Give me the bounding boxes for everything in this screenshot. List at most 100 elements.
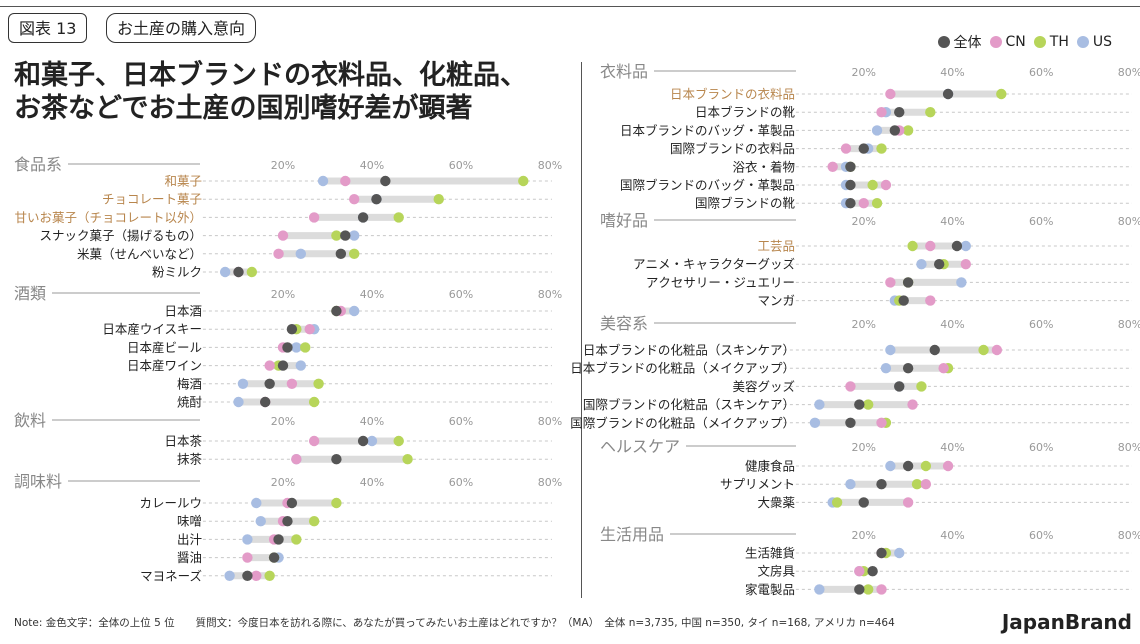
row-label: マンガ [757,293,795,308]
row-label: 焼酎 [177,395,202,410]
data-point-th [402,454,413,465]
category-header: 食品系 [14,155,62,174]
data-point-us [885,460,896,472]
data-point-us [251,497,262,509]
legend-item-us: US [1076,34,1112,50]
data-point-all [233,266,244,278]
data-point-all [854,399,865,410]
row-label: 甘いお菓子（チョコレート以外） [14,210,202,225]
axis-tick-label: 40% [940,215,964,228]
page-title-line2: お茶などでお土産の国別嗜好差が顕著 [14,93,473,124]
data-point-all [933,259,945,270]
legend-label-cn: CN [1005,34,1026,50]
axis-tick-label: 20% [271,288,295,301]
axis-tick-label: 60% [1029,529,1053,542]
data-point-th [264,570,275,581]
axis-tick-label: 80% [538,159,562,172]
legend-item-all: 全体 [937,32,982,52]
row-label: 日本ブランドの靴 [695,105,796,120]
data-point-cn [340,175,351,187]
data-point-us [219,266,231,278]
data-point-cn [938,363,949,374]
data-point-us [956,277,967,288]
data-point-cn [251,570,262,581]
data-point-us [224,570,235,581]
data-point-all [845,179,856,191]
row-label: 国際ブランドの化粧品（スキンケア） [583,397,795,412]
row-label: 米菓（せんべいなど） [77,246,202,261]
data-point-us [349,305,360,317]
data-point-us [814,584,825,595]
data-point-th [996,88,1007,100]
row-label: 日本ブランドの衣料品 [670,87,795,102]
legend-label-all: 全体 [953,35,982,51]
row-label: 工芸品 [757,239,795,254]
data-point-us [295,360,306,371]
row-label: 日本茶 [164,434,202,449]
legend-marker-us [1076,36,1089,48]
data-point-all [286,324,298,335]
data-point-cn [876,417,887,428]
legend-marker-cn [989,36,1002,48]
row-label: 醤油 [177,550,202,565]
data-point-us [871,125,883,136]
data-point-th [862,399,874,410]
data-point-th [871,198,883,209]
category-header: 衣料品 [600,62,648,81]
data-point-cn [902,497,914,508]
data-point-all [929,344,940,356]
category-header: 生活用品 [600,525,664,544]
row-label: 浴衣・着物 [732,159,795,174]
data-point-all [357,435,369,447]
data-point-all [357,212,369,223]
axis-tick-label: 60% [449,288,473,301]
data-point-all [268,552,280,563]
data-point-cn [242,552,253,563]
figure-subtitle-badge: お土産の購入意向 [106,13,257,43]
data-point-th [831,497,843,508]
category-header: 美容系 [600,314,648,333]
row-label: 日本ブランドの化粧品（メイクアップ） [570,361,795,376]
row-label: カレールウ [139,496,202,511]
data-point-us [295,248,306,259]
data-point-th [349,248,360,259]
data-point-cn [925,240,936,252]
data-point-th [518,175,529,187]
axis-tick-label: 20% [852,441,876,454]
data-point-cn [858,198,869,209]
row-label: 文房具 [757,564,795,579]
row-label: 美容グッズ [732,379,795,394]
data-point-all [845,161,856,172]
data-point-all [331,454,342,465]
data-point-th [300,342,311,353]
data-point-th [867,179,878,191]
data-point-cn [854,566,865,577]
row-label: 国際ブランドの衣料品 [670,141,795,156]
row-label: 粉ミルク [152,265,202,280]
data-point-cn [286,378,298,389]
chart-legend: 全体 CN TH US [937,32,1112,52]
data-point-all [858,497,869,508]
data-point-us [237,378,249,389]
axis-tick-label: 80% [538,415,562,428]
axis-tick-label: 60% [1029,215,1053,228]
axis-tick-label: 80% [1118,318,1140,331]
axis-tick-label: 40% [940,441,964,454]
axis-tick-label: 40% [940,318,964,331]
data-point-us [894,547,905,559]
data-point-cn [880,179,892,191]
data-point-cn [885,277,896,288]
axis-tick-label: 60% [1029,66,1053,79]
data-point-all [286,497,298,509]
row-label: 梅酒 [177,376,202,391]
axis-tick-label: 20% [271,159,295,172]
row-label: サプリメント [720,477,795,492]
data-point-all [264,378,275,389]
data-point-th [876,143,887,154]
data-point-us [809,417,821,428]
data-point-cn [277,230,289,241]
axis-tick-label: 40% [940,66,964,79]
axis-tick-label: 40% [940,529,964,542]
category-header: 調味料 [14,472,62,491]
data-point-cn [273,248,284,259]
